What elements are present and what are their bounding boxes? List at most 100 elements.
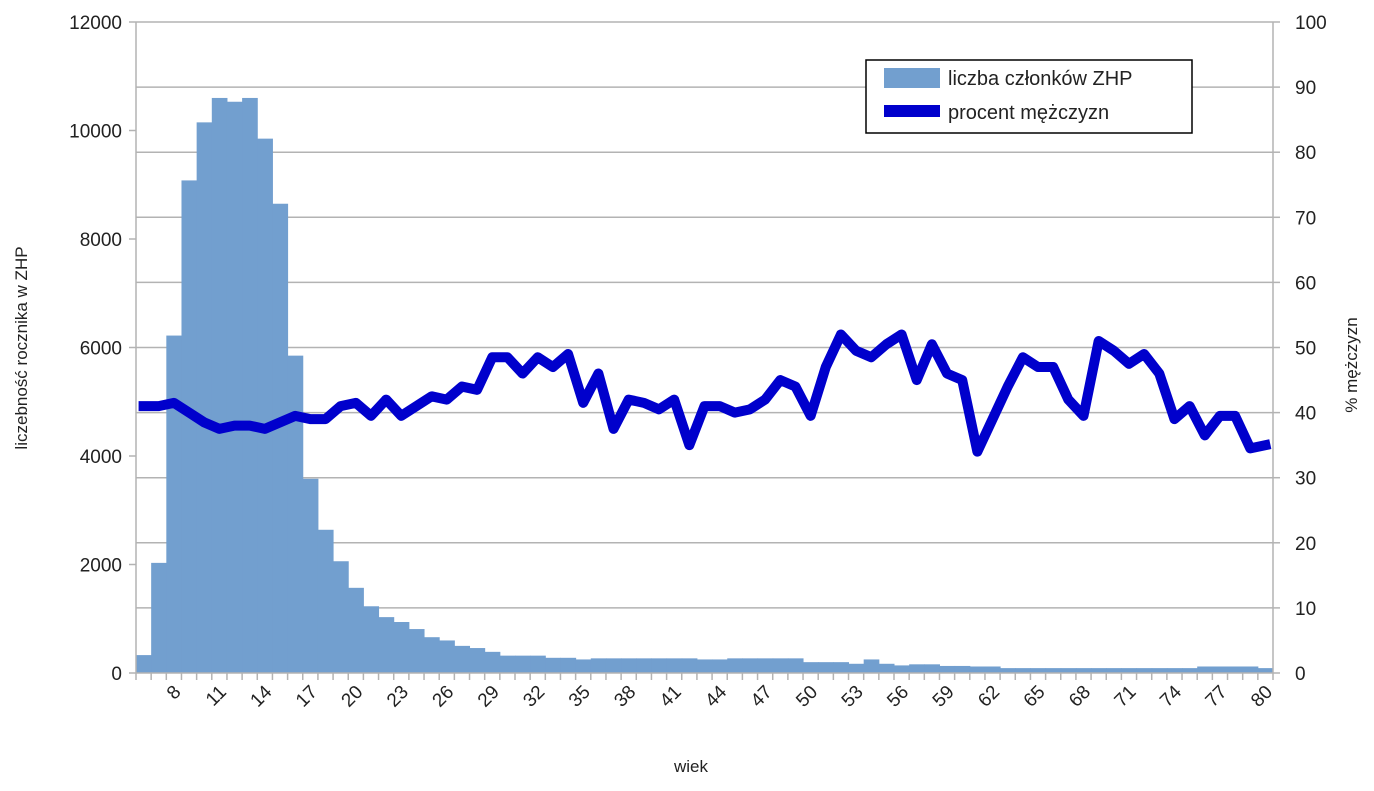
bar: [712, 659, 728, 673]
x-tick-label: 23: [383, 682, 413, 712]
x-tick-label: 8: [163, 682, 185, 704]
x-tick-label: 50: [792, 682, 822, 712]
x-axis-title: wiek: [673, 757, 709, 776]
x-tick-label: 68: [1065, 682, 1095, 712]
bar: [666, 658, 683, 673]
bar: [226, 101, 243, 673]
bar: [211, 97, 228, 673]
bar: [909, 664, 925, 673]
y2-tick-label: 0: [1295, 664, 1306, 685]
bar: [939, 665, 956, 673]
bar: [1060, 668, 1077, 673]
bar: [302, 478, 319, 673]
bar: [393, 622, 410, 673]
bar: [984, 666, 1001, 673]
bar: [560, 657, 577, 673]
y-tick-label: 4000: [80, 447, 122, 468]
legend-swatch-line: [884, 105, 940, 117]
x-tick-label: 62: [974, 682, 1004, 712]
bar: [499, 655, 516, 673]
y2-axis-title: % mężczyzn: [1342, 317, 1361, 412]
bar: [166, 335, 182, 673]
y2-tick-label: 80: [1295, 143, 1316, 164]
bar: [924, 664, 940, 673]
bar: [1000, 668, 1016, 673]
y-tick-label: 0: [111, 664, 122, 685]
x-tick-label: 14: [247, 681, 277, 711]
line-series-procent-mezczyzn: [138, 329, 1272, 457]
bar: [1045, 668, 1062, 673]
x-tick-label: 29: [474, 682, 504, 712]
bar: [772, 658, 789, 673]
x-tick-label: 17: [292, 682, 322, 712]
x-tick-label: 38: [610, 682, 640, 712]
y2-tick-label: 70: [1295, 208, 1316, 229]
bar: [621, 658, 637, 673]
y2-tick-label: 60: [1295, 273, 1316, 294]
legend-label-line: procent mężczyzn: [948, 102, 1109, 124]
bar: [787, 658, 804, 673]
bar: [696, 659, 713, 673]
bar: [848, 663, 865, 673]
y-tick-label: 2000: [80, 556, 122, 577]
bar: [1091, 668, 1107, 673]
bar: [1030, 668, 1047, 673]
bar: [954, 665, 971, 673]
x-tick-label: 35: [565, 682, 595, 712]
bar: [878, 663, 895, 673]
bar: [136, 655, 152, 673]
bar: [1106, 668, 1122, 673]
x-tick-label: 80: [1247, 682, 1277, 712]
bar: [1151, 668, 1168, 673]
legend: liczba członków ZHP procent mężczyzn: [865, 59, 1193, 134]
bar: [363, 606, 380, 673]
x-tick-label: 20: [338, 682, 368, 712]
bar: [545, 657, 561, 673]
bar: [272, 203, 289, 674]
bar: [242, 97, 258, 673]
x-tick-label: 65: [1020, 682, 1050, 712]
bar: [378, 617, 395, 673]
bar: [1075, 668, 1092, 673]
x-tick-label: 32: [519, 682, 549, 712]
x-tick-label: 11: [202, 682, 231, 711]
y-tick-label: 12000: [69, 13, 122, 34]
bar: [469, 648, 486, 673]
y2-tick-label: 100: [1295, 13, 1327, 34]
bar: [1227, 666, 1244, 673]
bar: [833, 662, 850, 673]
x-tick-label: 59: [929, 682, 959, 712]
bar: [742, 658, 759, 673]
bar: [1257, 668, 1274, 673]
bar: [181, 180, 198, 673]
bar: [439, 640, 455, 673]
y2-tick-label: 20: [1295, 534, 1316, 555]
y2-tick-label: 40: [1295, 404, 1316, 425]
bar: [1121, 668, 1138, 673]
y-tick-label: 10000: [69, 122, 122, 143]
y2-tick-label: 30: [1295, 469, 1316, 490]
bar: [151, 562, 167, 673]
x-tick-label: 47: [747, 682, 777, 712]
x-tick-label: 41: [656, 682, 686, 712]
bar-series: [136, 97, 1274, 674]
bar: [348, 587, 364, 673]
bar: [484, 651, 501, 673]
x-tick-label: 44: [701, 681, 731, 711]
bar: [681, 658, 698, 673]
x-tick-label: 26: [429, 682, 459, 712]
bar: [515, 655, 531, 673]
legend-label-bar: liczba członków ZHP: [948, 68, 1133, 90]
bar: [863, 659, 880, 673]
x-tick-label: 71: [1111, 682, 1141, 712]
bar: [1166, 668, 1183, 673]
bar: [317, 529, 334, 673]
bar: [757, 658, 774, 673]
bar: [1182, 668, 1198, 673]
axes: [129, 21, 1280, 680]
bar: [818, 662, 834, 673]
x-tick-label: 74: [1156, 681, 1186, 711]
y2-tick-label: 90: [1295, 78, 1316, 99]
bar: [651, 658, 668, 673]
